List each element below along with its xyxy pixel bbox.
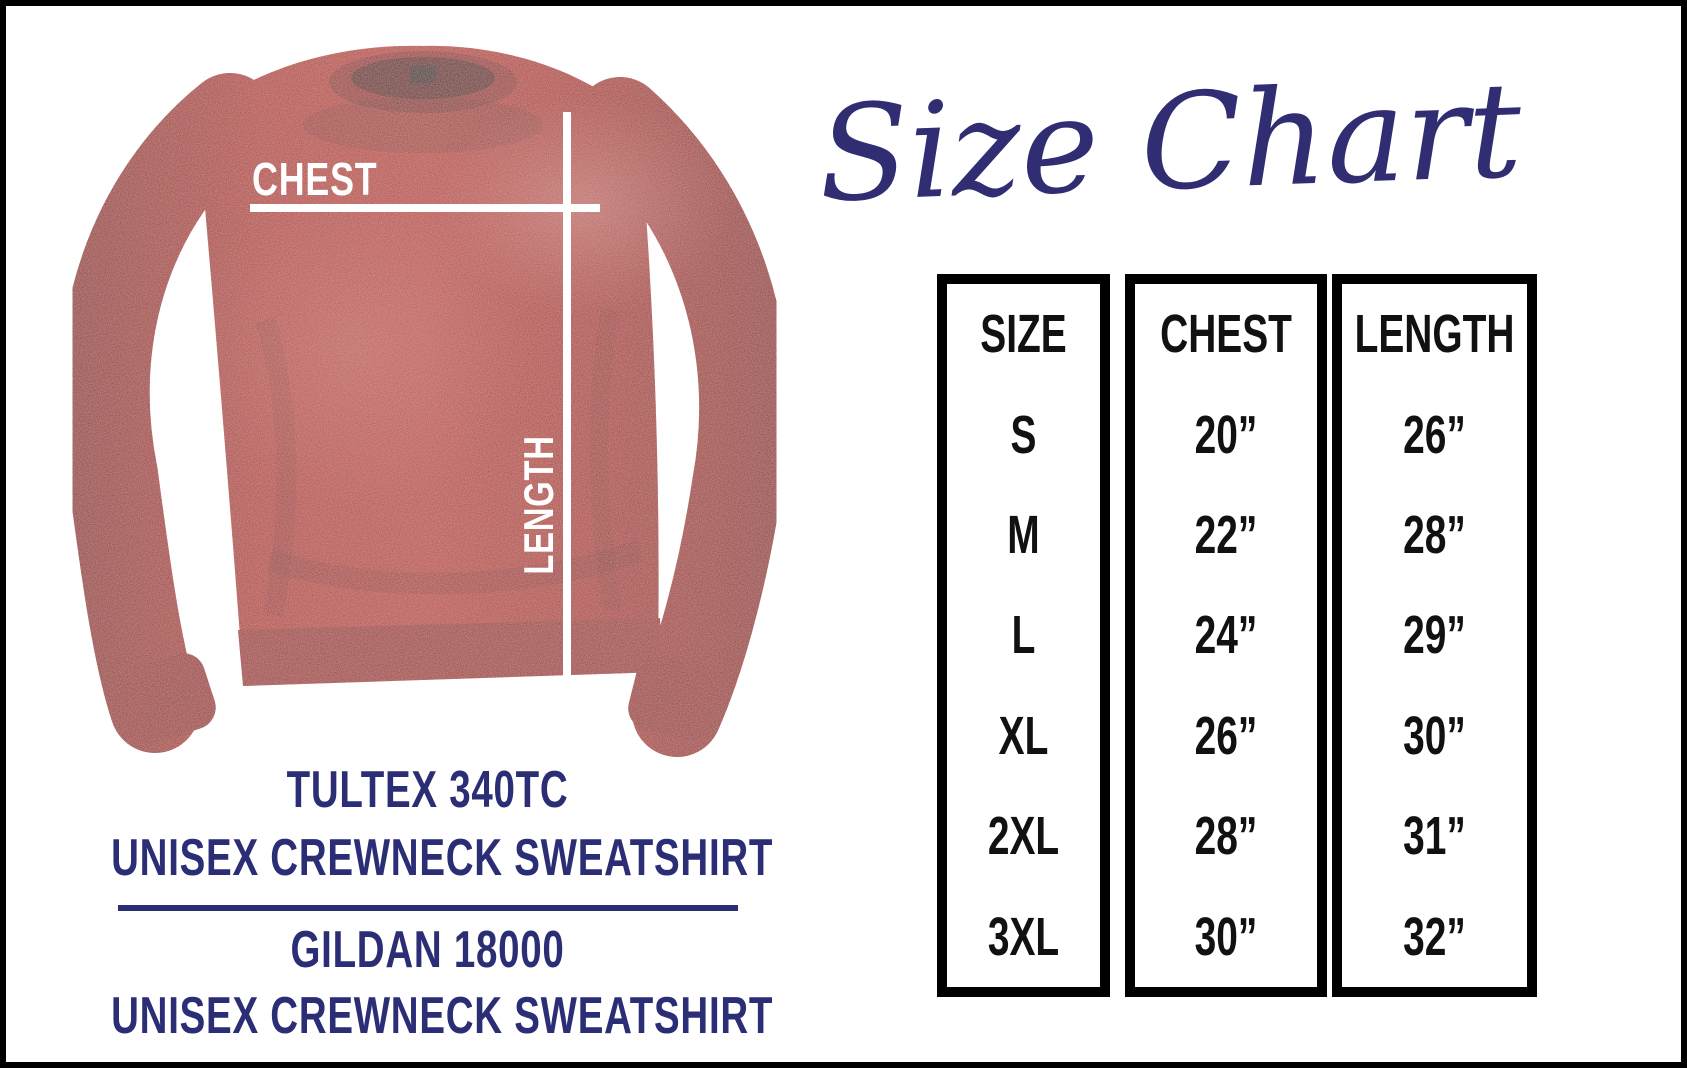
- table-header-length: LENGTH: [1354, 304, 1515, 365]
- table-column-chest: CHEST 20” 22” 24” 26” 28” 30”: [1125, 274, 1327, 997]
- table-cell-size-xl: XL: [998, 705, 1049, 766]
- table-cell-chest-xl: 26”: [1194, 705, 1258, 766]
- product-name-1: UNISEX CREWNECK SWEATSHIRT: [111, 829, 774, 887]
- table-cell-size-s: S: [1010, 404, 1037, 465]
- table-cell-length-m: 28”: [1403, 505, 1466, 566]
- page-title: Size Chart: [815, 53, 1525, 233]
- table-cell-size-3xl: 3XL: [987, 906, 1060, 967]
- table-cell-chest-3xl: 30”: [1194, 906, 1258, 967]
- table-cell-chest-m: 22”: [1194, 505, 1258, 566]
- table-header-chest: CHEST: [1160, 304, 1292, 365]
- length-measure-line: [563, 112, 571, 700]
- table-column-size: SIZE S M L XL 2XL 3XL: [937, 274, 1110, 997]
- product-model-2: GILDAN 18000: [290, 921, 565, 979]
- table-cell-chest-2xl: 28”: [1194, 806, 1258, 867]
- table-header-size: SIZE: [980, 304, 1067, 365]
- table-cell-size-l: L: [1011, 605, 1036, 666]
- table-cell-length-s: 26”: [1403, 404, 1466, 465]
- table-cell-length-3xl: 32”: [1403, 906, 1466, 967]
- table-cell-length-xl: 30”: [1403, 705, 1466, 766]
- product-divider-line: [118, 905, 738, 911]
- chest-measure-line: [250, 204, 600, 212]
- table-cell-length-l: 29”: [1403, 605, 1466, 666]
- sweatshirt-photo: [59, 45, 790, 757]
- product-name-2: UNISEX CREWNECK SWEATSHIRT: [111, 987, 774, 1045]
- product-model-1: TULTEX 340TC: [286, 761, 569, 819]
- table-cell-size-2xl: 2XL: [987, 806, 1060, 867]
- table-column-length: LENGTH 26” 28” 29” 30” 31” 32”: [1332, 274, 1537, 997]
- table-cell-chest-s: 20”: [1194, 404, 1258, 465]
- table-cell-length-2xl: 31”: [1403, 806, 1466, 867]
- table-cell-chest-l: 24”: [1194, 605, 1258, 666]
- chest-measure-label: CHEST: [252, 153, 378, 205]
- table-cell-size-m: M: [1007, 505, 1040, 566]
- length-measure-label: LENGTH: [515, 435, 562, 575]
